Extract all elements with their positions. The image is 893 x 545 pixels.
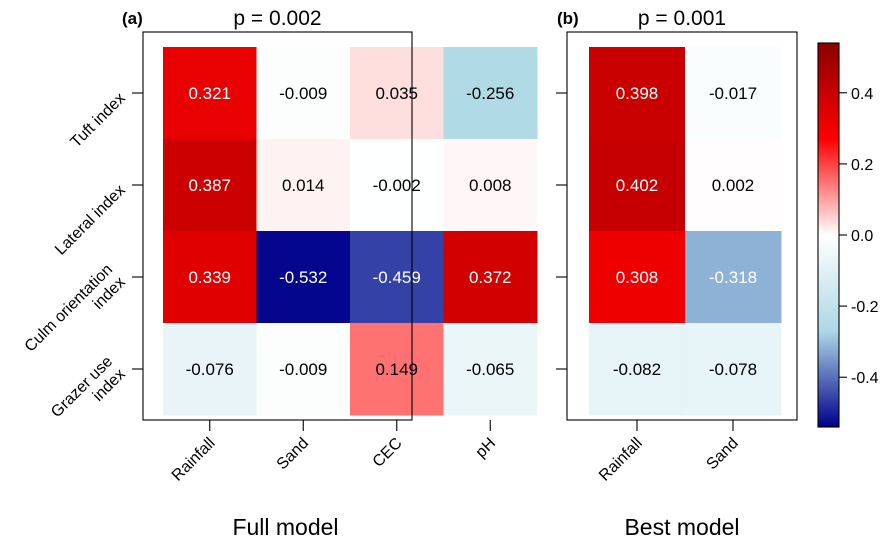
colorbar-tick-label: 0.0 <box>851 228 873 245</box>
cell-value-label: -0.076 <box>186 360 234 379</box>
heatmap-cell <box>163 139 257 232</box>
panel-frame <box>142 31 413 421</box>
heatmap-cell <box>350 47 444 140</box>
panel-b-xlabel: Best model <box>624 514 739 540</box>
heatmap-cell <box>589 323 686 416</box>
colorbar-tick-label: 0.4 <box>851 86 873 103</box>
colorbar-gradient <box>818 43 839 427</box>
colorbar: -0.4 -0.2 0.0 0.2 0.4 <box>817 42 879 428</box>
column-label: Sand <box>703 435 741 473</box>
cell-value-label: -0.002 <box>373 176 421 195</box>
heatmap-cell <box>350 139 444 232</box>
panel-b-title: p = 0.001 <box>638 7 726 30</box>
heatmap-cell <box>685 47 782 140</box>
heatmap-cell <box>163 47 257 140</box>
heatmap-cell <box>163 323 257 416</box>
heatmap-cell <box>350 231 444 324</box>
cell-value-label: 0.321 <box>188 84 231 103</box>
cell-value-label: 0.014 <box>282 176 325 195</box>
heatmap-cell <box>685 323 782 416</box>
colorbar-tick-label: -0.4 <box>851 370 879 387</box>
panel-a: 0.321 -0.009 0.035 -0.256 0.387 0.014 -0.002 0.… <box>22 7 538 540</box>
cell-value-label: -0.009 <box>279 360 327 379</box>
cell-value-label: -0.256 <box>466 84 514 103</box>
column-label: pH <box>473 435 499 461</box>
heatmap-cell <box>256 139 351 232</box>
panel-b-label: (b) <box>557 9 579 28</box>
heatmap-cell <box>256 231 351 324</box>
heatmap-cell <box>350 323 444 416</box>
cell-value-label: 0.398 <box>616 84 659 103</box>
heatmap-cell <box>443 323 538 416</box>
panel-a-title: p = 0.002 <box>233 7 321 30</box>
heatmap-cell <box>163 231 257 324</box>
panel-a-label: (a) <box>122 9 143 28</box>
cell-value-label: -0.009 <box>279 84 327 103</box>
heatmap-cell <box>443 47 538 140</box>
column-label: Sand <box>274 435 312 473</box>
column-label: CEC <box>370 435 406 471</box>
panel-frame <box>566 31 798 421</box>
heatmap-cell <box>589 47 686 140</box>
cell-value-label: 0.035 <box>375 84 418 103</box>
heatmap-cell <box>685 139 782 232</box>
cell-value-label: -0.318 <box>709 268 757 287</box>
cell-value-label: 0.387 <box>188 176 231 195</box>
cell-value-label: -0.459 <box>373 268 421 287</box>
row-label: Tuft index <box>68 90 129 151</box>
row-label: Culm orientationindex <box>22 261 129 368</box>
cell-value-label: 0.339 <box>188 268 231 287</box>
heatmap-cell <box>256 47 351 140</box>
row-label: Lateral index <box>52 182 129 259</box>
cell-value-label: 0.308 <box>616 268 659 287</box>
heatmap-cell <box>443 231 538 324</box>
heatmap-cell <box>589 139 686 232</box>
cell-value-label: 0.149 <box>375 360 418 379</box>
column-label: Rainfall <box>596 435 646 485</box>
cell-value-label: 0.402 <box>616 176 659 195</box>
row-label-line: Lateral index <box>52 182 129 259</box>
colorbar-tick-label: 0.2 <box>851 157 873 174</box>
panel-b: 0.398 -0.017 0.402 0.002 0.308 -0.318 -0.082 -0… <box>556 7 798 540</box>
colorbar-tick-label: -0.2 <box>851 299 879 316</box>
heatmap-cell <box>589 231 686 324</box>
heatmap-cell <box>685 231 782 324</box>
heatmap-cell <box>443 139 538 232</box>
cell-value-label: 0.002 <box>712 176 755 195</box>
row-label: Grazer useindex <box>48 353 129 434</box>
cell-value-label: 0.372 <box>469 268 512 287</box>
cell-value-label: -0.065 <box>466 360 514 379</box>
row-label-line: Tuft index <box>68 90 129 151</box>
cell-value-label: -0.078 <box>709 360 757 379</box>
heatmap-cell <box>256 323 351 416</box>
column-label: Rainfall <box>169 435 219 485</box>
cell-value-label: -0.532 <box>279 268 327 287</box>
cell-value-label: 0.008 <box>469 176 512 195</box>
panel-a-xlabel: Full model <box>232 514 338 540</box>
cell-value-label: -0.017 <box>709 84 757 103</box>
cell-value-label: -0.082 <box>613 360 661 379</box>
